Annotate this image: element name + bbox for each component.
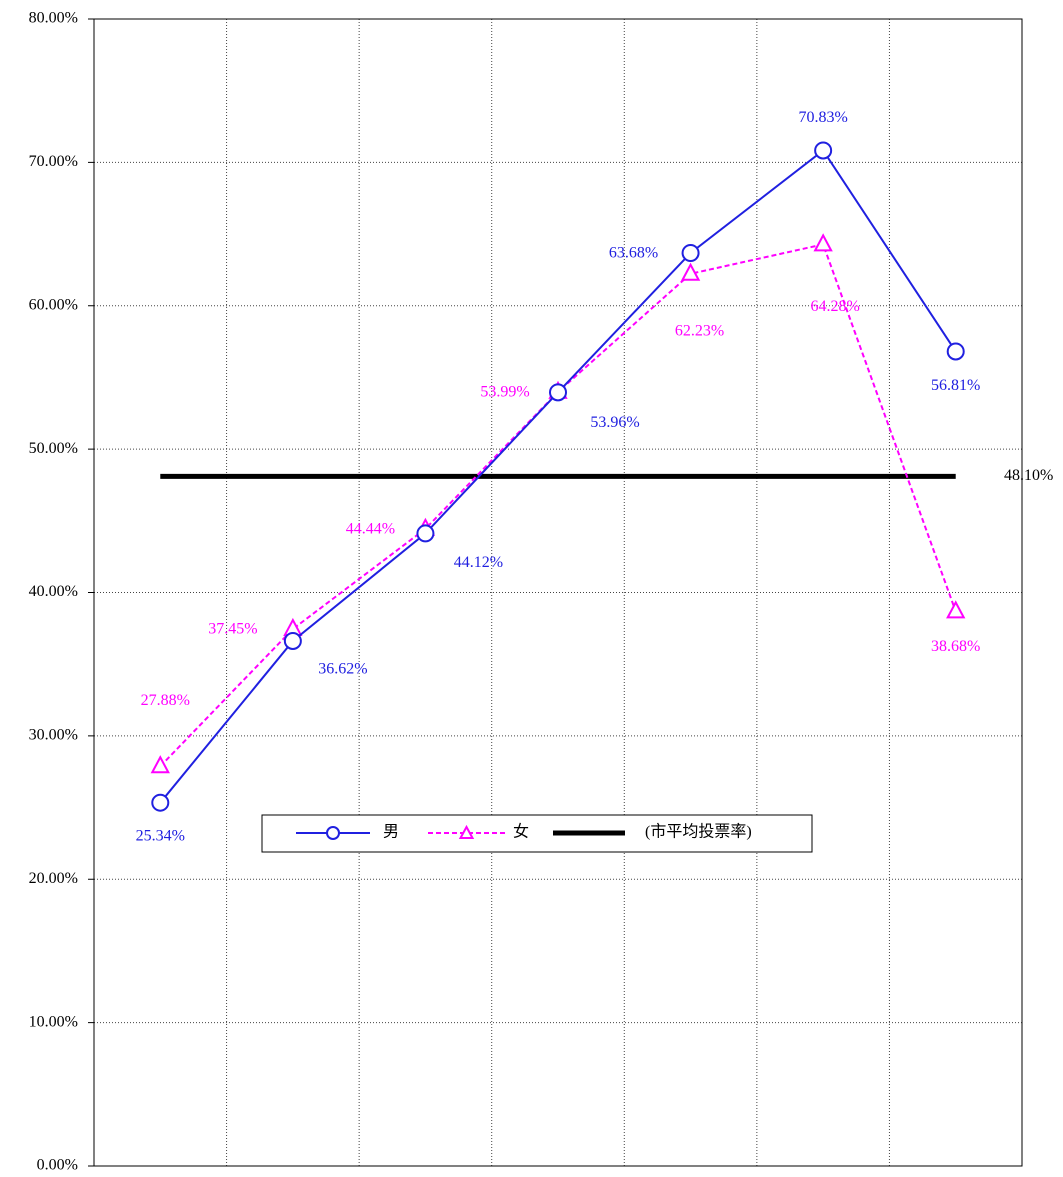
y-tick-label: 60.00%	[29, 296, 78, 313]
legend-marker	[458, 824, 475, 839]
marker	[946, 342, 965, 361]
marker	[814, 141, 833, 160]
marker	[549, 383, 567, 402]
marker	[151, 793, 170, 812]
data-label: 44.44%	[346, 521, 395, 538]
y-tick-label: 80.00%	[29, 10, 78, 27]
data-label: 62.23%	[675, 322, 724, 339]
marker	[416, 524, 435, 543]
legend-label: 女	[513, 822, 529, 841]
y-tick-label: 70.00%	[29, 153, 78, 170]
y-tick-label: 10.00%	[29, 1013, 78, 1030]
data-label: 48.10%	[1004, 467, 1053, 484]
marker	[813, 233, 833, 252]
data-label: 53.99%	[480, 384, 529, 401]
data-label: 53.96%	[590, 414, 639, 431]
marker	[680, 262, 701, 281]
y-tick-label: 20.00%	[29, 870, 78, 887]
marker	[946, 600, 966, 619]
data-label: 37.45%	[208, 621, 257, 638]
y-tick-label: 50.00%	[29, 440, 78, 457]
marker	[150, 755, 170, 774]
marker	[681, 243, 700, 262]
data-label: 25.34%	[136, 827, 185, 844]
data-label: 56.81%	[931, 377, 980, 394]
legend-label: 男	[383, 824, 399, 841]
data-label: 63.68%	[609, 245, 658, 262]
legend-label: (市平均投票率)	[645, 823, 752, 841]
data-label: 64.28%	[810, 298, 859, 315]
marker	[283, 631, 302, 650]
y-tick-label: 40.00%	[29, 583, 78, 600]
y-tick-label: 30.00%	[29, 727, 78, 744]
y-tick-label: 0.00%	[37, 1157, 78, 1174]
legend-marker	[326, 826, 340, 840]
data-label: 70.83%	[798, 109, 847, 126]
data-label: 27.88%	[141, 692, 190, 709]
data-label: 44.12%	[454, 554, 503, 571]
data-label: 36.62%	[318, 661, 367, 678]
series-line	[159, 243, 957, 767]
legend: 男 女 (市平均投票率)	[261, 814, 813, 853]
data-label: 38.68%	[931, 638, 980, 655]
plot-border	[93, 18, 1023, 1167]
